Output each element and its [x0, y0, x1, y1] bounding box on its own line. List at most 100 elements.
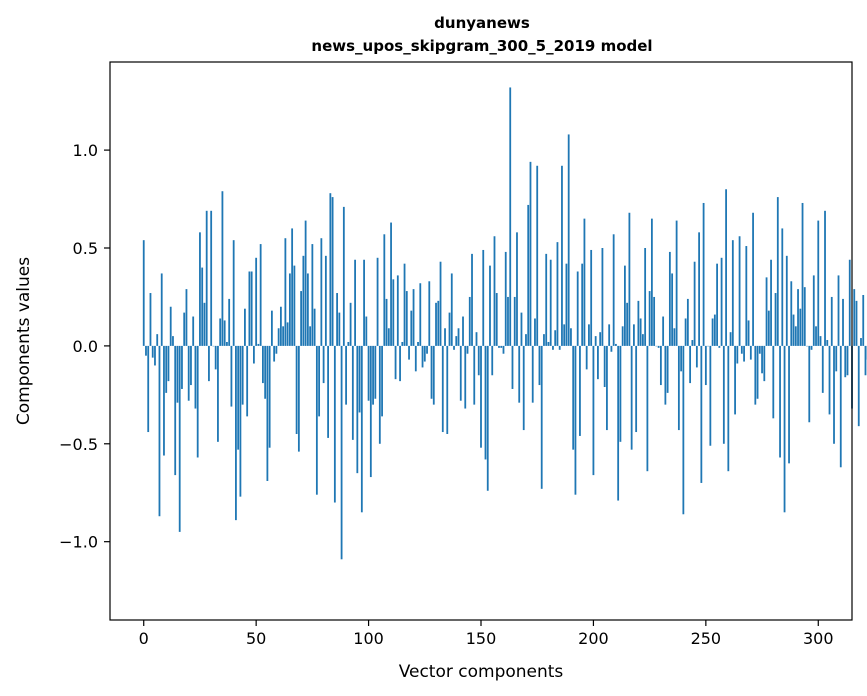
bar [570, 328, 572, 346]
bar [329, 193, 332, 346]
bar [475, 332, 478, 346]
bar [468, 296, 471, 346]
bar [743, 345, 745, 362]
bar [585, 345, 588, 370]
bar [383, 234, 386, 346]
x-tick-label: 250 [691, 629, 722, 648]
bar [205, 210, 208, 346]
bar [520, 312, 523, 346]
bar [477, 345, 480, 376]
bar [255, 257, 258, 346]
bar [482, 249, 485, 346]
bar-series [142, 87, 867, 560]
x-tick-label: 150 [466, 629, 497, 648]
bar [374, 345, 377, 399]
bar [765, 277, 768, 346]
bar [693, 261, 696, 346]
bar [606, 345, 608, 431]
bar [154, 345, 156, 366]
bar [601, 248, 604, 346]
bar [788, 345, 790, 464]
bar [525, 334, 527, 346]
bar [450, 273, 453, 346]
bar [464, 345, 467, 409]
bar [453, 345, 455, 350]
bar [507, 296, 509, 346]
bar [689, 345, 692, 384]
bar [219, 318, 222, 346]
bar [662, 316, 665, 346]
bar [558, 345, 561, 350]
bar [522, 345, 525, 431]
bar [792, 314, 795, 346]
bar [612, 234, 615, 346]
bar [217, 345, 219, 442]
bar [226, 341, 228, 346]
bar [194, 345, 197, 409]
bar [293, 265, 296, 346]
bar [145, 345, 147, 356]
bar [648, 291, 651, 346]
bar [363, 259, 365, 346]
bar [772, 345, 775, 419]
bar [428, 281, 431, 346]
bar [846, 345, 849, 376]
bar [716, 263, 718, 346]
bar [394, 345, 397, 380]
bar [581, 263, 584, 346]
bar [758, 345, 761, 354]
bar [684, 318, 687, 346]
x-axis-label: Vector components [399, 662, 564, 682]
bar [268, 345, 271, 448]
bar [502, 345, 505, 354]
bar [641, 334, 644, 346]
bar [491, 345, 494, 376]
bar [498, 345, 500, 348]
bar [309, 326, 312, 346]
bar [860, 338, 862, 346]
x-axis-ticks: 0 50 100 150 200 250 300 [139, 620, 834, 648]
bar [711, 318, 714, 346]
bar [731, 240, 734, 346]
bar [435, 302, 437, 346]
bar [677, 345, 680, 431]
bar [594, 336, 597, 346]
bar [633, 324, 635, 346]
bar [815, 326, 817, 346]
bar [349, 302, 352, 346]
bar [421, 345, 424, 368]
bar [826, 340, 829, 346]
bar [228, 298, 231, 346]
bar [264, 345, 267, 399]
bar [257, 343, 260, 346]
bar [439, 261, 442, 346]
plot-frame [109, 61, 853, 621]
bar [459, 345, 462, 401]
bar [727, 345, 730, 472]
bar [819, 336, 822, 346]
bar [763, 345, 766, 382]
bar [830, 296, 833, 346]
bar [253, 345, 255, 364]
bar [619, 345, 622, 442]
bar [599, 332, 602, 346]
x-tick-label: 50 [246, 629, 266, 648]
bar [738, 236, 741, 346]
bar [147, 345, 150, 433]
bar [803, 287, 806, 346]
bar [635, 345, 638, 433]
bar [360, 345, 363, 513]
bar [239, 345, 242, 497]
bar [588, 324, 590, 346]
bar [259, 244, 262, 346]
bar [210, 210, 213, 346]
x-tick-label: 300 [803, 629, 834, 648]
bar [423, 345, 426, 362]
bar [181, 345, 183, 389]
bar [842, 298, 844, 346]
bar [621, 326, 624, 346]
bar [592, 345, 595, 476]
bar [513, 296, 516, 346]
bar [241, 345, 244, 405]
y-tick-label: −1.0 [59, 533, 98, 552]
